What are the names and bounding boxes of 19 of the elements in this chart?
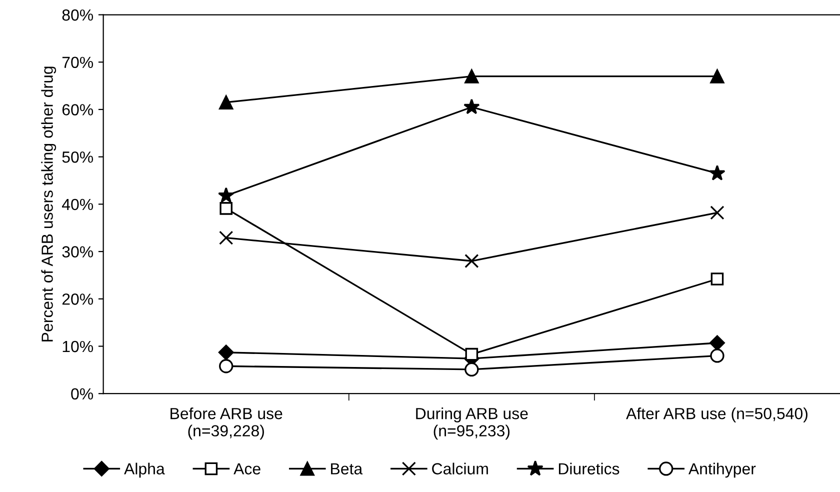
y-tick-label: 80% bbox=[62, 9, 94, 21]
y-tick-label: 0% bbox=[71, 388, 94, 400]
y-tick-label: 40% bbox=[62, 198, 94, 210]
x-tick-label: After ARB use (n=50,540) bbox=[626, 407, 808, 422]
legend-label: Ace bbox=[234, 463, 260, 474]
legend-label: Beta bbox=[331, 463, 363, 474]
legend-label: Calcium bbox=[432, 462, 488, 474]
x-tick-label: During ARB use (n=95,233) bbox=[416, 407, 528, 440]
y-axis-title: Percent of ARB users taking other drug bbox=[41, 66, 56, 342]
y-tick-label: 10% bbox=[62, 340, 94, 352]
y-tick-label: 70% bbox=[62, 56, 94, 68]
y-tick-label: 60% bbox=[62, 104, 94, 116]
legend-label: Antihyper bbox=[688, 462, 756, 478]
y-tick-label: 20% bbox=[62, 294, 94, 305]
y-tick-label: 30% bbox=[62, 246, 94, 258]
legend-label: Diuretics bbox=[558, 462, 620, 474]
x-tick-label: Before ARB use (n=39,228) bbox=[170, 408, 282, 440]
legend-label: Alpha bbox=[124, 462, 165, 478]
y-tick-label: 50% bbox=[62, 151, 94, 163]
